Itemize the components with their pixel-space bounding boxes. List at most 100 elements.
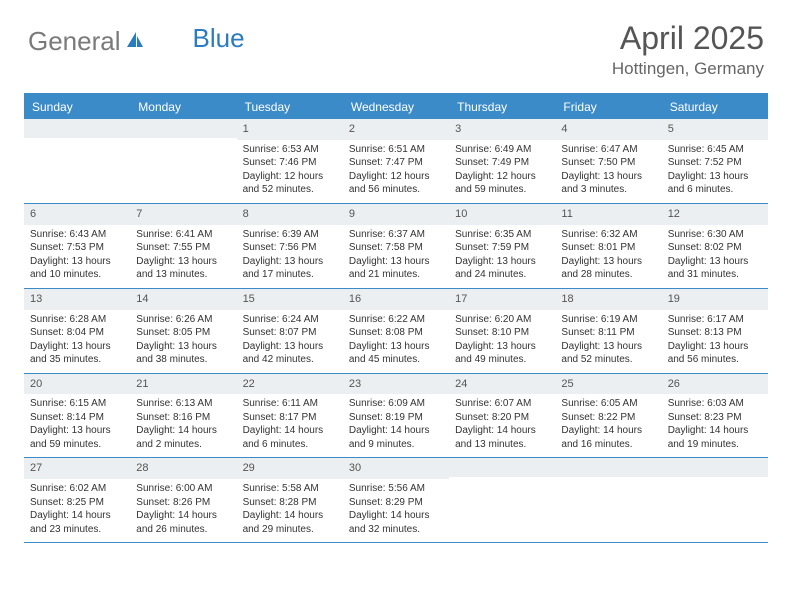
daylight-line: Daylight: 14 hours and 23 minutes.	[30, 509, 124, 536]
sunset-line: Sunset: 7:56 PM	[243, 241, 337, 255]
sunset-line: Sunset: 8:10 PM	[455, 326, 549, 340]
sunrise-line: Sunrise: 6:05 AM	[561, 397, 655, 411]
calendar-day: 1Sunrise: 6:53 AMSunset: 7:46 PMDaylight…	[237, 119, 343, 203]
day-detail: Sunrise: 6:09 AMSunset: 8:19 PMDaylight:…	[343, 394, 449, 457]
day-detail: Sunrise: 6:20 AMSunset: 8:10 PMDaylight:…	[449, 310, 555, 373]
day-number: 24	[449, 374, 555, 395]
logo-text-1: General	[28, 26, 121, 57]
calendar-day-empty	[24, 119, 130, 203]
sunrise-line: Sunrise: 6:26 AM	[136, 313, 230, 327]
sunrise-line: Sunrise: 6:17 AM	[668, 313, 762, 327]
page-header: General Blue April 2025 Hottingen, Germa…	[0, 0, 792, 87]
daylight-line: Daylight: 13 hours and 56 minutes.	[668, 340, 762, 367]
sunset-line: Sunset: 8:19 PM	[349, 411, 443, 425]
daylight-line: Daylight: 13 hours and 59 minutes.	[30, 424, 124, 451]
daylight-line: Daylight: 14 hours and 19 minutes.	[668, 424, 762, 451]
daylight-line: Daylight: 12 hours and 59 minutes.	[455, 170, 549, 197]
day-number: 15	[237, 289, 343, 310]
sunset-line: Sunset: 8:25 PM	[30, 496, 124, 510]
day-detail: Sunrise: 6:13 AMSunset: 8:16 PMDaylight:…	[130, 394, 236, 457]
calendar-week: 13Sunrise: 6:28 AMSunset: 8:04 PMDayligh…	[24, 289, 768, 374]
day-detail: Sunrise: 6:11 AMSunset: 8:17 PMDaylight:…	[237, 394, 343, 457]
day-number: 30	[343, 458, 449, 479]
calendar-day-empty	[130, 119, 236, 203]
day-number: 8	[237, 204, 343, 225]
day-number: 3	[449, 119, 555, 140]
daylight-line: Daylight: 14 hours and 26 minutes.	[136, 509, 230, 536]
day-number: 23	[343, 374, 449, 395]
day-detail: Sunrise: 6:43 AMSunset: 7:53 PMDaylight:…	[24, 225, 130, 288]
sunrise-line: Sunrise: 6:15 AM	[30, 397, 124, 411]
weekday-header: Monday	[130, 95, 236, 119]
sunrise-line: Sunrise: 5:58 AM	[243, 482, 337, 496]
logo: General Blue	[28, 26, 245, 57]
sunset-line: Sunset: 8:14 PM	[30, 411, 124, 425]
day-number: 22	[237, 374, 343, 395]
day-detail	[662, 477, 768, 538]
sunset-line: Sunset: 8:11 PM	[561, 326, 655, 340]
sunrise-line: Sunrise: 6:37 AM	[349, 228, 443, 242]
calendar-day: 21Sunrise: 6:13 AMSunset: 8:16 PMDayligh…	[130, 374, 236, 458]
daylight-line: Daylight: 13 hours and 13 minutes.	[136, 255, 230, 282]
day-detail: Sunrise: 6:02 AMSunset: 8:25 PMDaylight:…	[24, 479, 130, 542]
sunrise-line: Sunrise: 6:53 AM	[243, 143, 337, 157]
day-number: 20	[24, 374, 130, 395]
sunset-line: Sunset: 7:59 PM	[455, 241, 549, 255]
sunset-line: Sunset: 7:58 PM	[349, 241, 443, 255]
weekday-header: Friday	[555, 95, 661, 119]
daylight-line: Daylight: 12 hours and 52 minutes.	[243, 170, 337, 197]
day-number: 26	[662, 374, 768, 395]
day-detail: Sunrise: 6:49 AMSunset: 7:49 PMDaylight:…	[449, 140, 555, 203]
logo-sail-icon	[125, 26, 145, 57]
sunset-line: Sunset: 8:02 PM	[668, 241, 762, 255]
sunrise-line: Sunrise: 6:51 AM	[349, 143, 443, 157]
calendar-day: 16Sunrise: 6:22 AMSunset: 8:08 PMDayligh…	[343, 289, 449, 373]
daylight-line: Daylight: 12 hours and 56 minutes.	[349, 170, 443, 197]
sunrise-line: Sunrise: 6:24 AM	[243, 313, 337, 327]
calendar-day-empty	[555, 458, 661, 542]
sunrise-line: Sunrise: 5:56 AM	[349, 482, 443, 496]
daylight-line: Daylight: 14 hours and 16 minutes.	[561, 424, 655, 451]
calendar-day: 22Sunrise: 6:11 AMSunset: 8:17 PMDayligh…	[237, 374, 343, 458]
day-number: 21	[130, 374, 236, 395]
calendar-day: 6Sunrise: 6:43 AMSunset: 7:53 PMDaylight…	[24, 204, 130, 288]
weekday-header: Thursday	[449, 95, 555, 119]
sunrise-line: Sunrise: 6:49 AM	[455, 143, 549, 157]
day-detail	[449, 477, 555, 538]
day-number: 18	[555, 289, 661, 310]
calendar-day: 12Sunrise: 6:30 AMSunset: 8:02 PMDayligh…	[662, 204, 768, 288]
daylight-line: Daylight: 13 hours and 17 minutes.	[243, 255, 337, 282]
calendar-day: 27Sunrise: 6:02 AMSunset: 8:25 PMDayligh…	[24, 458, 130, 542]
daylight-line: Daylight: 13 hours and 45 minutes.	[349, 340, 443, 367]
day-number: 14	[130, 289, 236, 310]
day-number: 10	[449, 204, 555, 225]
calendar-day-empty	[449, 458, 555, 542]
day-number: 25	[555, 374, 661, 395]
weekday-header: Tuesday	[237, 95, 343, 119]
day-detail	[130, 138, 236, 199]
calendar: SundayMondayTuesdayWednesdayThursdayFrid…	[24, 93, 768, 543]
calendar-day: 11Sunrise: 6:32 AMSunset: 8:01 PMDayligh…	[555, 204, 661, 288]
daylight-line: Daylight: 13 hours and 35 minutes.	[30, 340, 124, 367]
daylight-line: Daylight: 14 hours and 2 minutes.	[136, 424, 230, 451]
sunrise-line: Sunrise: 6:41 AM	[136, 228, 230, 242]
sunrise-line: Sunrise: 6:13 AM	[136, 397, 230, 411]
day-number: 1	[237, 119, 343, 140]
weekday-header: Wednesday	[343, 95, 449, 119]
sunrise-line: Sunrise: 6:07 AM	[455, 397, 549, 411]
sunrise-line: Sunrise: 6:45 AM	[668, 143, 762, 157]
day-number: 9	[343, 204, 449, 225]
sunrise-line: Sunrise: 6:00 AM	[136, 482, 230, 496]
daylight-line: Daylight: 13 hours and 52 minutes.	[561, 340, 655, 367]
daylight-line: Daylight: 13 hours and 10 minutes.	[30, 255, 124, 282]
day-detail: Sunrise: 5:58 AMSunset: 8:28 PMDaylight:…	[237, 479, 343, 542]
day-detail: Sunrise: 6:17 AMSunset: 8:13 PMDaylight:…	[662, 310, 768, 373]
day-detail: Sunrise: 6:00 AMSunset: 8:26 PMDaylight:…	[130, 479, 236, 542]
day-number: 6	[24, 204, 130, 225]
calendar-day: 9Sunrise: 6:37 AMSunset: 7:58 PMDaylight…	[343, 204, 449, 288]
sunrise-line: Sunrise: 6:03 AM	[668, 397, 762, 411]
sunset-line: Sunset: 8:07 PM	[243, 326, 337, 340]
calendar-day-empty	[662, 458, 768, 542]
day-number: 29	[237, 458, 343, 479]
day-number	[130, 119, 236, 138]
